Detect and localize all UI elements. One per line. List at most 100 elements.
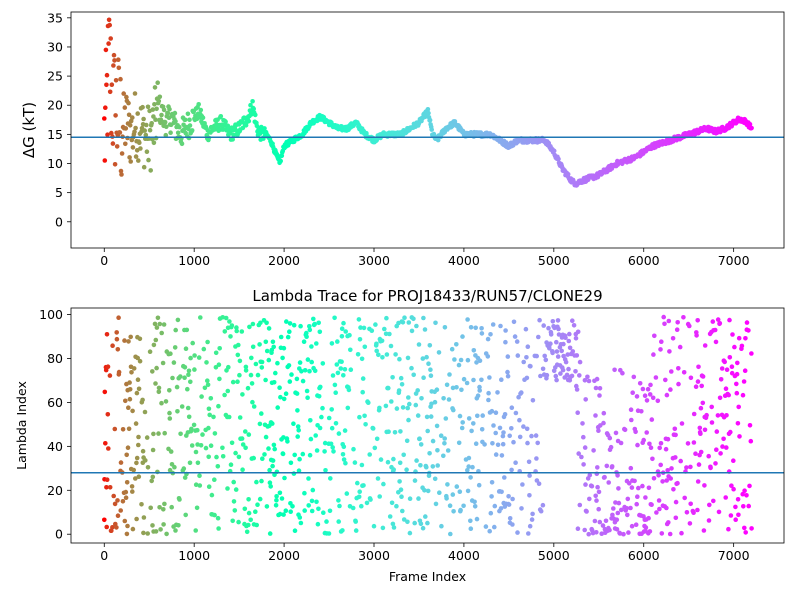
data-point: [130, 145, 136, 150]
data-point: [287, 329, 292, 335]
data-point: [406, 417, 411, 423]
data-point: [136, 442, 141, 448]
data-point: [183, 346, 189, 352]
data-point: [601, 420, 606, 426]
data-point: [158, 527, 163, 532]
data-point: [134, 516, 139, 522]
data-point: [147, 349, 153, 355]
data-point: [685, 441, 691, 446]
data-point: [361, 325, 367, 331]
data-point: [377, 494, 383, 499]
data-point: [404, 467, 409, 473]
data-point: [696, 462, 702, 467]
y-tick-label: 60: [47, 395, 63, 410]
data-point: [421, 375, 426, 381]
data-point: [114, 330, 119, 335]
data-point: [115, 347, 121, 352]
data-point: [747, 483, 752, 489]
data-point: [207, 412, 212, 418]
data-point: [168, 449, 174, 454]
data-point: [240, 392, 245, 397]
data-point: [566, 366, 571, 372]
data-point: [472, 504, 478, 509]
data-point: [291, 421, 296, 427]
data-point: [164, 124, 169, 129]
data-point: [465, 357, 471, 363]
data-point: [737, 434, 742, 439]
data-point: [429, 401, 434, 407]
data-point: [147, 127, 153, 133]
data-point: [173, 119, 178, 124]
data-point: [246, 432, 252, 437]
data-point: [131, 467, 136, 473]
data-point: [341, 373, 346, 378]
data-point: [400, 320, 406, 325]
data-point: [604, 463, 610, 469]
data-point: [405, 519, 410, 525]
data-point: [435, 137, 441, 143]
data-point: [445, 482, 450, 487]
data-point: [112, 426, 118, 432]
data-point: [110, 525, 115, 530]
data-point: [540, 502, 546, 508]
data-point: [314, 499, 319, 505]
data-point: [363, 422, 368, 427]
data-point: [196, 355, 202, 360]
data-point: [729, 483, 734, 489]
data-point: [679, 421, 685, 426]
data-point: [229, 323, 235, 328]
data-point: [364, 500, 370, 506]
data-point: [347, 332, 352, 338]
data-point: [637, 381, 643, 386]
data-point: [565, 352, 570, 357]
data-point: [247, 324, 252, 330]
data-point: [415, 388, 421, 393]
data-point: [493, 430, 499, 436]
data-point: [495, 390, 500, 395]
data-point: [570, 349, 576, 354]
data-point: [143, 132, 149, 138]
data-point: [182, 365, 188, 370]
data-point: [374, 341, 379, 347]
data-point: [208, 443, 214, 449]
data-point: [534, 353, 539, 359]
data-point: [415, 413, 421, 418]
data-point: [283, 508, 289, 513]
data-point: [189, 426, 194, 432]
data-point: [128, 334, 133, 340]
data-point: [359, 356, 365, 362]
data-point: [228, 462, 234, 468]
data-point: [673, 432, 678, 438]
data-point: [714, 447, 719, 453]
data-point: [162, 501, 167, 507]
data-point: [476, 482, 482, 488]
data-point: [620, 370, 625, 376]
data-point: [458, 357, 464, 363]
data-point: [105, 412, 111, 417]
data-point: [339, 326, 345, 332]
data-point: [624, 506, 629, 511]
data-point: [614, 517, 620, 522]
data-point: [344, 491, 350, 496]
data-point: [406, 320, 412, 325]
data-point: [526, 459, 532, 465]
data-point: [194, 505, 200, 511]
y-tick-label: 5: [55, 185, 63, 200]
data-point: [402, 315, 407, 321]
data-point: [206, 406, 212, 412]
data-point: [474, 516, 480, 522]
data-point: [232, 508, 238, 513]
data-point: [449, 346, 455, 352]
data-point: [746, 503, 751, 509]
data-point: [226, 414, 232, 420]
data-point: [469, 428, 474, 434]
data-point: [153, 117, 158, 122]
data-point: [137, 358, 143, 364]
data-point: [126, 405, 131, 411]
data-point: [559, 348, 564, 354]
data-point: [356, 317, 362, 322]
data-point: [714, 429, 720, 434]
data-point: [111, 493, 116, 499]
data-point: [628, 505, 633, 511]
data-point: [433, 501, 439, 507]
